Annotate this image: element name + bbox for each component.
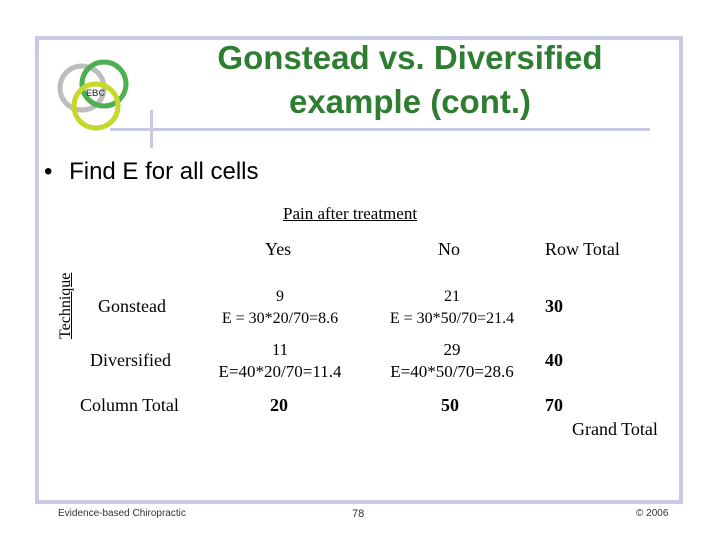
title-line-1: Gonstead vs. Diversified [217, 39, 603, 76]
col-header-yes: Yes [265, 239, 292, 259]
slide-frame [35, 36, 683, 504]
cell-expected: E = 30*20/70=8.6 [221, 310, 339, 327]
row-total-gonstead: 30 [545, 296, 563, 316]
ebc-logo: EBC [57, 59, 129, 131]
title-divider [110, 128, 650, 131]
footer-copyright: © 2006 [636, 508, 669, 519]
cell-observed: 9 [276, 288, 284, 305]
row-label-diversified: Diversified [90, 350, 171, 370]
table-header: Pain after treatment [283, 204, 418, 223]
bullet-dot: • [44, 158, 53, 185]
row-axis-label: Technique [57, 272, 74, 339]
cell-observed: 21 [444, 288, 460, 305]
column-total-no: 50 [441, 395, 459, 415]
row-total-diversified: 40 [545, 350, 563, 370]
cell-diversified-no: 29 E=40*50/70=28.6 [372, 339, 532, 383]
slide-title: Gonstead vs. Diversified example (cont.) [170, 36, 650, 124]
cell-observed: 29 [443, 340, 461, 359]
column-total-label: Column Total [80, 395, 179, 415]
column-total-yes: 20 [270, 395, 288, 415]
cell-observed: 11 [271, 340, 289, 359]
grand-total-value: 70 [545, 395, 563, 415]
page-number: 78 [352, 508, 365, 520]
col-header-no: No [438, 239, 460, 259]
cell-diversified-yes: 11 E=40*20/70=11.4 [205, 339, 355, 383]
cell-gonstead-no: 21 E = 30*50/70=21.4 [372, 286, 532, 330]
footer-left: Evidence-based Chiropractic [58, 508, 186, 519]
title-line-2: example (cont.) [288, 83, 532, 120]
cell-expected: E = 30*50/70=21.4 [389, 310, 515, 327]
bullet-point: • Find E for all cells [44, 158, 258, 186]
title-divider-vertical [150, 110, 153, 148]
cell-expected: E=40*50/70=28.6 [390, 362, 514, 381]
cell-gonstead-yes: 9 E = 30*20/70=8.6 [205, 286, 355, 330]
cell-expected: E=40*20/70=11.4 [218, 362, 342, 381]
logo-text: EBC [86, 88, 106, 98]
grand-total-label: Grand Total [572, 419, 658, 439]
bullet-text: Find E for all cells [69, 158, 259, 185]
col-header-row-total: Row Total [545, 239, 620, 259]
row-label-gonstead: Gonstead [98, 296, 166, 316]
